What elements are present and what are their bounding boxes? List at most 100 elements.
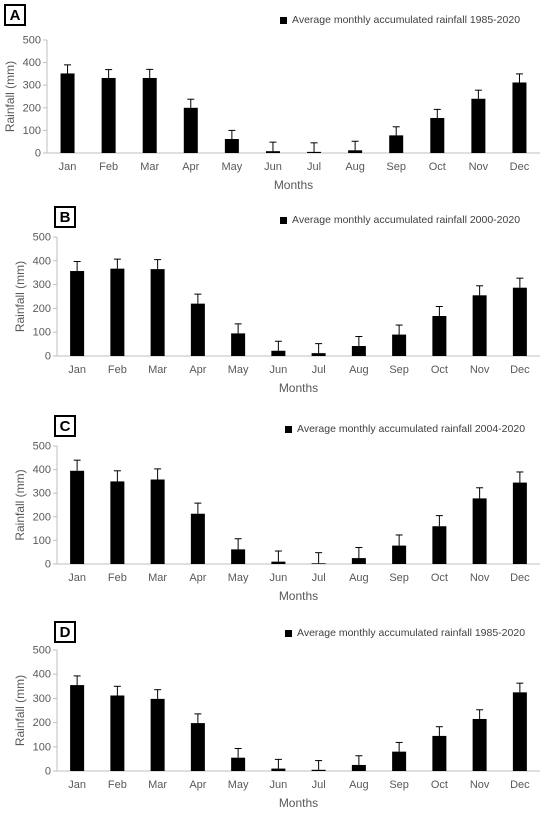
y-tick-label-c: 500: [33, 441, 51, 453]
x-tick-label-d-jun: Jun: [270, 779, 288, 791]
y-tick-label-a: 500: [23, 35, 41, 47]
y-tick-label-d: 100: [33, 741, 51, 753]
y-tick-label-c: 0: [45, 559, 51, 571]
x-tick-label-c-feb: Feb: [108, 572, 127, 584]
x-tick-label-b-jul: Jul: [312, 364, 326, 376]
bar-b-jul: [311, 353, 326, 356]
x-tick-label-a-jan: Jan: [59, 161, 77, 173]
x-tick-label-a-jun: Jun: [264, 161, 282, 173]
x-tick-label-a-dec: Dec: [510, 161, 530, 173]
y-tick-label-c: 300: [33, 488, 51, 500]
panel-label-a: A: [4, 4, 26, 26]
legend-b: Average monthly accumulated rainfall 200…: [280, 214, 520, 226]
bar-a-oct: [430, 117, 445, 153]
bar-a-sep: [389, 135, 404, 153]
bar-a-jun: [265, 151, 280, 153]
x-tick-label-a-feb: Feb: [99, 161, 118, 173]
chart-b-plot: 0 100 200 300 400 500 Rainfall (mm) Jan Feb Mar Ap…: [13, 232, 540, 395]
x-tick-label-d-feb: Feb: [108, 779, 127, 791]
bar-d-feb: [110, 695, 125, 771]
bar-b-apr: [190, 303, 205, 356]
x-axis-label-a: Months: [274, 178, 313, 192]
chart-d-plot: 0 100 200 300 400 500 Rainfall (mm) Jan Feb Mar Ap…: [13, 645, 540, 810]
x-tick-label-d-mar: Mar: [148, 779, 167, 791]
chart-panel-c: 0 100 200 300 400 500 Rainfall (mm) Jan Feb Mar Ap…: [0, 408, 550, 608]
x-tick-label-c-dec: Dec: [510, 572, 530, 584]
x-tick-label-d-dec: Dec: [510, 779, 530, 791]
x-tick-label-d-nov: Nov: [470, 779, 490, 791]
bar-c-feb: [110, 481, 125, 564]
y-tick-label-d: 400: [33, 669, 51, 681]
bar-a-mar: [142, 77, 157, 153]
y-axis-label-a: Rainfall (mm): [3, 61, 17, 132]
panel-label-b: B: [54, 206, 76, 228]
bar-c-apr: [190, 513, 205, 564]
legend-label-c: Average monthly accumulated rainfall 200…: [297, 423, 526, 435]
legend-swatch-a: [280, 16, 287, 24]
legend-label-b: Average monthly accumulated rainfall 200…: [292, 214, 521, 226]
bar-c-may: [231, 549, 246, 564]
x-tick-label-a-sep: Sep: [386, 161, 406, 173]
bar-d-jun: [271, 768, 286, 771]
x-tick-label-b-dec: Dec: [510, 364, 530, 376]
y-tick-label-a: 0: [35, 148, 41, 160]
bar-c-aug: [351, 558, 366, 564]
y-tick-label-d: 0: [45, 766, 51, 778]
legend-label-a: Average monthly accumulated rainfall 198…: [292, 14, 521, 26]
bar-d-oct: [432, 735, 447, 771]
legend-swatch-d: [285, 629, 292, 637]
bar-a-aug: [348, 150, 363, 153]
chart-panel-a: 0 100 200 300 400 500 Rainfall (mm) Jan Feb Mar Ap…: [0, 0, 550, 200]
x-tick-label-b-apr: Apr: [189, 364, 206, 376]
bar-c-oct: [432, 526, 447, 564]
bar-a-dec: [512, 82, 527, 153]
x-tick-label-a-aug: Aug: [345, 161, 365, 173]
chart-c-plot: 0 100 200 300 400 500 Rainfall (mm) Jan Feb Mar Ap…: [13, 441, 540, 603]
bar-c-jun: [271, 561, 286, 564]
x-tick-label-a-oct: Oct: [429, 161, 446, 173]
y-tick-label-c: 100: [33, 535, 51, 547]
bar-a-apr: [183, 107, 198, 153]
bar-d-may: [231, 757, 246, 771]
x-tick-label-a-may: May: [221, 161, 242, 173]
y-tick-label-b: 300: [33, 279, 51, 291]
legend-d: Average monthly accumulated rainfall 198…: [285, 627, 525, 639]
y-tick-label-c: 200: [33, 511, 51, 523]
bar-d-mar: [150, 698, 165, 771]
x-tick-label-b-jun: Jun: [270, 364, 288, 376]
bar-c-jan: [70, 470, 85, 564]
bar-c-jul: [311, 563, 326, 564]
x-axis-label-c: Months: [279, 589, 318, 603]
x-tick-label-b-aug: Aug: [349, 364, 369, 376]
legend-label-d: Average monthly accumulated rainfall 198…: [297, 627, 526, 639]
x-tick-label-a-mar: Mar: [140, 161, 159, 173]
y-tick-label-b: 200: [33, 303, 51, 315]
bar-b-mar: [150, 269, 165, 356]
x-tick-label-b-may: May: [228, 364, 249, 376]
x-tick-label-c-aug: Aug: [349, 572, 369, 584]
bar-b-jun: [271, 350, 286, 356]
x-tick-label-c-nov: Nov: [470, 572, 490, 584]
x-tick-label-b-mar: Mar: [148, 364, 167, 376]
y-tick-label-b: 400: [33, 255, 51, 267]
x-tick-label-c-apr: Apr: [189, 572, 206, 584]
bar-c-sep: [392, 545, 407, 564]
bar-d-dec: [512, 692, 527, 771]
x-tick-label-c-jan: Jan: [68, 572, 86, 584]
y-tick-label-a: 200: [23, 102, 41, 114]
legend-a: Average monthly accumulated rainfall 198…: [280, 14, 520, 26]
bar-d-apr: [190, 723, 205, 771]
bar-a-nov: [471, 98, 486, 153]
bar-d-aug: [351, 764, 366, 771]
y-tick-label-b: 500: [33, 232, 51, 244]
bar-b-dec: [512, 287, 527, 356]
bar-a-jul: [307, 151, 322, 153]
x-tick-label-c-jun: Jun: [270, 572, 288, 584]
x-tick-label-d-jul: Jul: [312, 779, 326, 791]
y-tick-label-a: 100: [23, 125, 41, 137]
x-tick-label-b-sep: Sep: [389, 364, 409, 376]
x-tick-label-d-may: May: [228, 779, 249, 791]
x-tick-label-d-jan: Jan: [68, 779, 86, 791]
x-tick-label-a-jul: Jul: [307, 161, 321, 173]
x-tick-label-c-sep: Sep: [389, 572, 409, 584]
